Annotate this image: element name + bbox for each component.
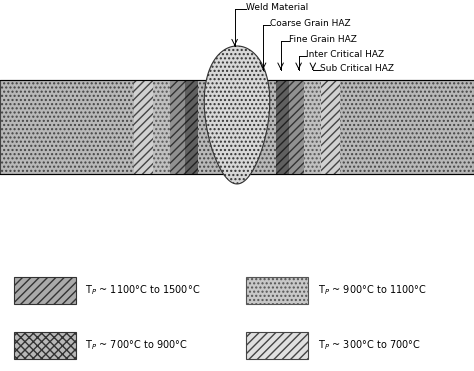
Bar (304, 79, 321, 174)
Text: T$_P$ ~ 700°C to 900°C: T$_P$ ~ 700°C to 900°C (85, 338, 188, 352)
Bar (134, 79, 153, 174)
Text: Weld Material: Weld Material (246, 3, 309, 12)
Text: T$_P$ ~ 1100°C to 1500°C: T$_P$ ~ 1100°C to 1500°C (85, 283, 201, 297)
Text: Fine Grain HAZ: Fine Grain HAZ (289, 35, 357, 44)
Bar (246, 277, 308, 303)
Text: Sub Critical HAZ: Sub Critical HAZ (320, 64, 394, 73)
Text: T$_P$ ~ 300°C to 700°C: T$_P$ ~ 300°C to 700°C (318, 338, 420, 352)
Bar (0, 79, 474, 174)
Bar (289, 79, 304, 174)
Bar (14, 277, 76, 303)
Bar (321, 79, 340, 174)
Bar (153, 79, 170, 174)
Bar (170, 79, 185, 174)
Text: T$_P$ ~ 900°C to 1100°C: T$_P$ ~ 900°C to 1100°C (318, 283, 427, 297)
Bar (14, 332, 76, 359)
Text: Inter Critical HAZ: Inter Critical HAZ (306, 50, 384, 59)
Bar (246, 332, 308, 359)
Bar (276, 79, 289, 174)
Polygon shape (204, 46, 270, 184)
Bar (185, 79, 198, 174)
Text: Coarse Grain HAZ: Coarse Grain HAZ (270, 19, 351, 28)
